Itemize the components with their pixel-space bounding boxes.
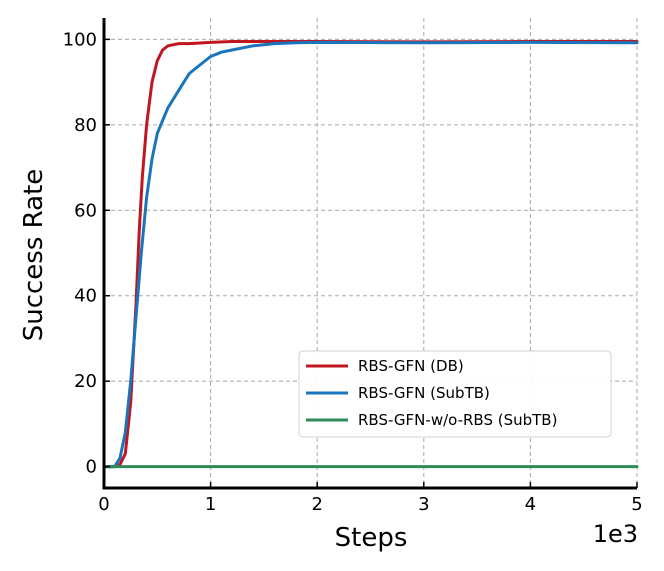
legend: RBS-GFN (DB) RBS-GFN (SubTB) RBS-GFN-w/o…	[298, 350, 612, 438]
ticks: 0 1 2 3 4 5 0 20 40 60 80 100	[63, 29, 643, 515]
y-tick-label: 100	[63, 29, 97, 50]
y-tick-label: 20	[74, 371, 97, 392]
series-layer	[102, 40, 639, 469]
x-tick-label: 5	[631, 494, 642, 515]
y-tick-label: 40	[74, 286, 97, 307]
y-tick-label: 60	[74, 200, 97, 221]
legend-label-db: RBS-GFN (DB)	[358, 357, 464, 375]
axes	[102, 18, 637, 490]
x-tick-label: 2	[311, 494, 322, 515]
x-offset-label: 1e3	[593, 520, 638, 548]
x-axis-title: Steps	[335, 523, 408, 553]
legend-label-subtb: RBS-GFN (SubTB)	[358, 384, 490, 402]
y-tick-label: 80	[74, 115, 97, 136]
legend-label-wo-rbs: RBS-GFN-w/o-RBS (SubTB)	[358, 411, 557, 429]
x-tick-label: 1	[205, 494, 216, 515]
legend-box	[298, 350, 612, 438]
y-axis-title: Success Rate	[19, 169, 49, 342]
y-tick-label: 0	[86, 457, 97, 478]
x-tick-label: 0	[98, 494, 109, 515]
series-line-subtb	[102, 40, 639, 469]
x-tick-label: 4	[525, 494, 536, 515]
x-tick-label: 3	[418, 494, 429, 515]
